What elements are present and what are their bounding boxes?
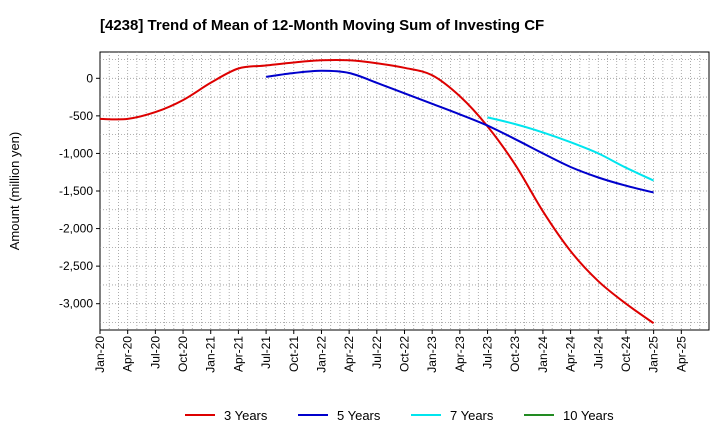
x-tick-label: Jan-24: [536, 336, 550, 373]
legend-label-3-years: 3 Years: [224, 408, 268, 423]
x-tick-label: Apr-21: [231, 336, 245, 372]
x-tick-label: Apr-22: [342, 336, 356, 372]
x-tick-label: Jan-22: [314, 336, 328, 373]
x-tick-label: Jul-24: [591, 336, 605, 369]
y-axis-title: Amount (million yen): [7, 132, 22, 251]
y-tick-label: -1,000: [59, 146, 93, 160]
legend-label-10-years: 10 Years: [563, 408, 614, 423]
legend-label-7-years: 7 Years: [450, 408, 494, 423]
x-tick-label: Oct-22: [398, 336, 412, 372]
x-tick-label: Jul-21: [259, 336, 273, 369]
chart-title: [4238] Trend of Mean of 12-Month Moving …: [100, 17, 544, 34]
x-tick-label: Apr-24: [564, 336, 578, 372]
x-tick-label: Oct-24: [619, 336, 633, 372]
y-tick-label: 0: [86, 71, 93, 85]
y-tick-label: -2,500: [59, 259, 93, 273]
y-tick-label: -500: [69, 109, 93, 123]
x-tick-label: Jan-23: [425, 336, 439, 373]
x-tick-label: Jan-25: [647, 336, 661, 373]
x-tick-label: Oct-20: [176, 336, 190, 372]
x-tick-label: Jul-20: [148, 336, 162, 369]
x-tick-label: Oct-21: [287, 336, 301, 372]
grid-layer: [100, 52, 709, 330]
y-tick-label: -2,000: [59, 222, 93, 236]
legend: 3 Years 5 Years 7 Years 10 Years: [185, 408, 614, 423]
y-tick-label: -3,000: [59, 297, 93, 311]
x-tick-label: Jul-22: [370, 336, 384, 369]
series-line-7-years: [487, 116, 655, 182]
x-tick-label: Apr-23: [453, 336, 467, 372]
x-tick-label: Jul-23: [481, 336, 495, 369]
series-line-3-years: [99, 58, 655, 325]
series-line-5-years: [265, 69, 654, 194]
x-tick-label: Apr-25: [674, 336, 688, 372]
y-tick-label: -1,500: [59, 184, 93, 198]
tick-layer: 0 -500 -1,000 -1,500 -2,000 -2,500 -3,000 Jan-2…: [59, 71, 688, 372]
series-layer: [99, 58, 655, 325]
x-tick-label: Jan-21: [204, 336, 218, 373]
x-tick-label: Oct-23: [508, 336, 522, 372]
x-tick-label: Jan-20: [93, 336, 107, 373]
x-tick-label: Apr-20: [121, 336, 135, 372]
legend-label-5-years: 5 Years: [337, 408, 381, 423]
